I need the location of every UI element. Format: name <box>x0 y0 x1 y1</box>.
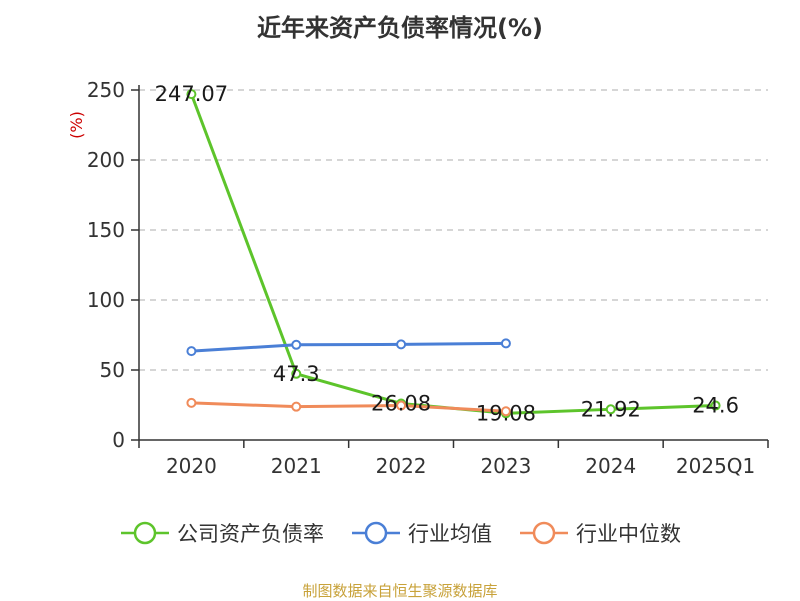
series-line-0 <box>190 93 716 415</box>
series-lines <box>186 89 721 419</box>
data-labels: 247.07 47.3 26.08 19.08 21.92 24.6 <box>155 82 739 425</box>
x-tick-labels: 2020 2021 2022 2023 2024 2025Q1 <box>166 454 755 478</box>
data-point <box>291 339 302 350</box>
legend-item-1[interactable]: 行业均值 <box>350 518 492 548</box>
y-tick-label: 50 <box>100 358 125 382</box>
source-note: 制图数据来自恒生聚源数据库 <box>302 582 498 600</box>
y-tick-label: 200 <box>87 148 125 172</box>
y-tick-labels: 0 50 100 150 200 250 <box>87 78 125 452</box>
data-point <box>500 338 511 349</box>
series-line-2 <box>191 401 506 413</box>
legend-marker-icon <box>352 521 400 545</box>
data-point <box>500 406 511 417</box>
legend-label: 行业中位数 <box>576 522 681 546</box>
series-line-1 <box>191 341 506 353</box>
data-point <box>291 401 302 412</box>
grid-lines <box>139 89 768 371</box>
legend-marker-icon <box>520 521 568 545</box>
x-tick-label: 2024 <box>585 454 636 478</box>
y-tick-label: 100 <box>87 288 125 312</box>
axes <box>131 85 769 448</box>
data-label: 19.08 <box>476 401 536 425</box>
x-tick-label: 2025Q1 <box>676 454 755 478</box>
legend: 公司资产负债率 行业均值 行业中位数 <box>0 518 800 548</box>
data-label: 247.07 <box>155 82 228 106</box>
x-tick-label: 2020 <box>166 454 217 478</box>
line-chart: 0 50 100 150 200 250 2020 2021 2022 2023 2024 2025… <box>67 78 769 478</box>
data-point <box>291 368 302 379</box>
legend-marker-icon <box>121 521 169 545</box>
data-point <box>186 346 197 357</box>
x-tick-label: 2022 <box>376 454 427 478</box>
data-point <box>186 397 197 408</box>
y-tick-label: 0 <box>112 428 125 452</box>
data-label: 21.92 <box>581 397 641 421</box>
chart-title: 近年来资产负债率情况(%) <box>257 14 543 42</box>
y-tick-label: 250 <box>87 78 125 102</box>
data-label: 47.3 <box>273 362 320 386</box>
y-tick-label: 150 <box>87 218 125 242</box>
x-tick-label: 2023 <box>480 454 531 478</box>
data-point <box>396 339 407 350</box>
data-point <box>605 404 616 415</box>
data-point <box>710 400 721 411</box>
legend-item-0[interactable]: 公司资产负债率 <box>119 518 324 548</box>
y-axis-label: (%) <box>67 111 86 139</box>
x-tick-label: 2021 <box>271 454 322 478</box>
data-label: 26.08 <box>371 391 431 415</box>
data-point <box>396 400 407 411</box>
legend-item-2[interactable]: 行业中位数 <box>518 518 681 548</box>
data-point <box>186 89 197 100</box>
legend-label: 公司资产负债率 <box>177 522 324 546</box>
legend-label: 行业均值 <box>408 522 492 546</box>
data-label: 24.6 <box>692 394 739 418</box>
